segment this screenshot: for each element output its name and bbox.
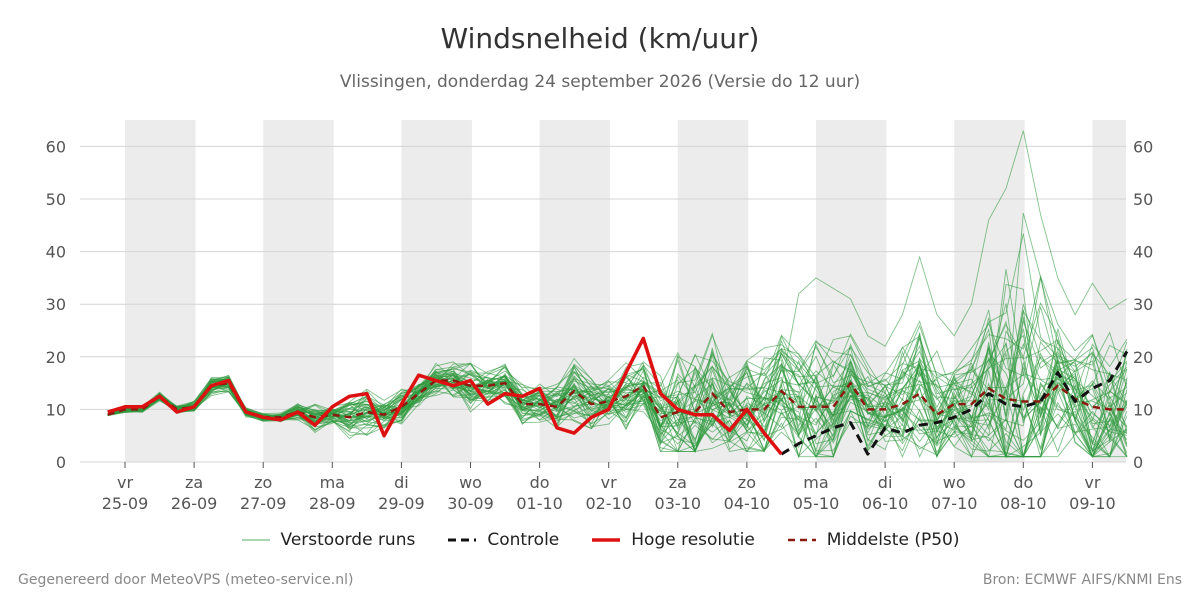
y-tick-label-right: 60 (1133, 137, 1153, 156)
y-tick-label-left: 0 (56, 453, 66, 472)
day-band (401, 120, 472, 462)
y-tick-label-right: 30 (1133, 295, 1153, 314)
y-axis-right: 0 10 20 30 40 50 60 (1133, 137, 1153, 472)
x-tick-day: wo (943, 473, 966, 492)
x-tick-day: di (394, 473, 409, 492)
legend-item-runs: Verstoorde runs (241, 530, 416, 550)
x-tick-day: vr (117, 473, 133, 492)
y-tick-label-left: 50 (46, 190, 66, 209)
x-tick-day: vr (1084, 473, 1100, 492)
x-axis: vr 25-09 za 26-09 zo 27-09 ma 28-09 di 29-09 wo 30-… (102, 462, 1116, 513)
legend-swatch-high-res (592, 538, 621, 542)
legend-swatch-median (787, 538, 816, 542)
x-tick-date: 07-10 (931, 494, 978, 513)
y-tick-label-right: 10 (1133, 400, 1153, 419)
y-tick-label-left: 60 (46, 137, 66, 156)
median-line (107, 379, 1127, 419)
y-tick-label-left: 40 (46, 243, 66, 262)
x-tick-day: za (185, 473, 203, 492)
y-tick-label-right: 20 (1133, 348, 1153, 367)
x-tick-day: za (669, 473, 687, 492)
x-tick-day: vr (601, 473, 617, 492)
x-tick-date: 25-09 (102, 494, 149, 513)
x-tick-date: 30-09 (447, 494, 494, 513)
legend-label-high-res: Hoge resolutie (631, 530, 755, 550)
x-tick-date: 05-10 (793, 494, 840, 513)
legend: Verstoorde runs Controle Hoge resolutie … (0, 530, 1200, 550)
control-line (780, 350, 1129, 456)
x-tick-date: 29-09 (378, 494, 425, 513)
legend-swatch-control (448, 538, 477, 542)
x-tick-date: 09-10 (1069, 494, 1116, 513)
legend-label-median: Middelste (P50) (826, 530, 960, 550)
y-tick-label-right: 0 (1133, 453, 1143, 472)
x-tick-date: 06-10 (862, 494, 909, 513)
chart-subtitle: Vlissingen, donderdag 24 september 2026 … (339, 72, 861, 92)
y-tick-label-left: 30 (46, 295, 66, 314)
y-tick-label-left: 10 (46, 400, 66, 419)
x-tick-date: 08-10 (1000, 494, 1047, 513)
x-tick-day: ma (803, 473, 828, 492)
legend-item-median: Middelste (P50) (787, 530, 960, 550)
footer-generated-by: Gegenereerd door MeteoVPS (meteo-service… (18, 572, 354, 588)
y-tick-label-right: 50 (1133, 190, 1153, 209)
y-axis-left: 0 10 20 30 40 50 60 (46, 137, 66, 472)
x-tick-day: wo (459, 473, 482, 492)
footer-source: Bron: ECMWF AIFS/KNMI Ens (982, 572, 1182, 588)
legend-label-runs: Verstoorde runs (280, 530, 416, 550)
x-tick-date: 04-10 (724, 494, 771, 513)
x-tick-date: 02-10 (585, 494, 632, 513)
y-tick-label-left: 20 (46, 348, 66, 367)
legend-item-control: Controle (447, 530, 559, 550)
legend-item-high-res: Hoge resolutie (591, 530, 755, 550)
chart-title: Windsnelheid (km/uur) (440, 22, 760, 55)
x-tick-date: 28-09 (309, 494, 356, 513)
x-tick-day: di (878, 473, 893, 492)
ensemble-run-line (107, 329, 1128, 444)
x-tick-date: 27-09 (240, 494, 287, 513)
x-tick-day: do (1013, 473, 1033, 492)
x-tick-date: 03-10 (655, 494, 702, 513)
legend-swatch-runs (241, 539, 270, 541)
x-tick-date: 26-09 (171, 494, 218, 513)
x-tick-day: zo (738, 473, 756, 492)
x-tick-day: zo (254, 473, 272, 492)
x-tick-day: do (530, 473, 550, 492)
y-tick-label-right: 40 (1133, 243, 1153, 262)
x-tick-date: 01-10 (516, 494, 563, 513)
legend-label-control: Controle (487, 530, 560, 550)
main-lines (107, 336, 1129, 456)
high-res-line (107, 336, 783, 456)
x-tick-day: ma (320, 473, 345, 492)
